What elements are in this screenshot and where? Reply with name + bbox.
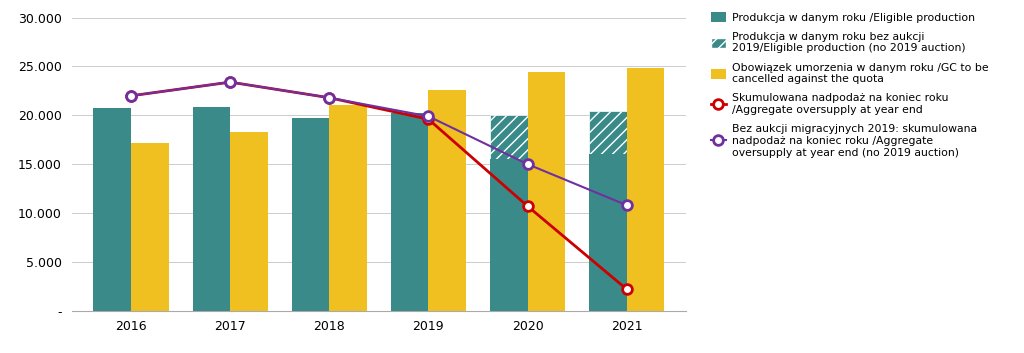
Legend: Produkcja w danym roku /Eligible production, Produkcja w danym roku bez aukcji
2: Produkcja w danym roku /Eligible product… [711, 12, 989, 157]
Bar [489, 159, 527, 311]
Bar [391, 113, 428, 311]
Bar [428, 90, 466, 311]
Bar [489, 115, 527, 311]
Bar [93, 108, 131, 311]
Bar [527, 72, 565, 311]
Bar [330, 104, 367, 311]
Bar [627, 68, 665, 311]
Bar [589, 112, 627, 311]
Bar [131, 143, 169, 311]
Bar [193, 107, 230, 311]
Bar [292, 118, 330, 311]
Bar [589, 154, 627, 311]
Bar [230, 132, 268, 311]
